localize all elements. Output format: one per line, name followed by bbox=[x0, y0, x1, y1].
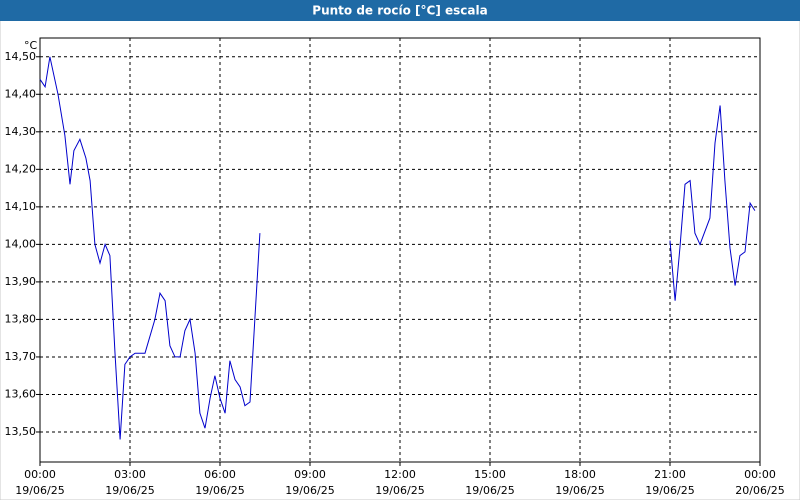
y-tick-label: 14,10 bbox=[5, 200, 37, 213]
y-tick-label: 13,70 bbox=[5, 350, 37, 363]
x-tick-date: 19/06/25 bbox=[645, 484, 694, 497]
y-tick-label: 13,60 bbox=[5, 387, 37, 400]
y-tick-label: 13,80 bbox=[5, 312, 37, 325]
y-tick-label: 14,30 bbox=[5, 125, 37, 138]
x-tick-label: 09:00 bbox=[294, 468, 326, 481]
x-tick-label: 03:00 bbox=[114, 468, 146, 481]
x-tick-date: 19/06/25 bbox=[15, 484, 64, 497]
title-bar bbox=[0, 0, 800, 21]
x-tick-date: 19/06/25 bbox=[555, 484, 604, 497]
x-tick-label: 21:00 bbox=[654, 468, 686, 481]
chart-title: Punto de rocío [°C] escala bbox=[312, 4, 487, 18]
x-tick-label: 00:00 bbox=[24, 468, 56, 481]
y-tick-label: 13,90 bbox=[5, 275, 37, 288]
y-tick-label: 14,20 bbox=[5, 162, 37, 175]
x-tick-label: 06:00 bbox=[204, 468, 236, 481]
x-tick-label: 18:00 bbox=[564, 468, 596, 481]
y-tick-label: 14,40 bbox=[5, 87, 37, 100]
x-tick-date: 19/06/25 bbox=[195, 484, 244, 497]
x-tick-label: 15:00 bbox=[474, 468, 506, 481]
x-tick-date: 19/06/25 bbox=[465, 484, 514, 497]
y-tick-label: 14,50 bbox=[5, 50, 37, 63]
x-tick-label: 12:00 bbox=[384, 468, 416, 481]
line-series bbox=[39, 56, 756, 440]
x-tick-date: 19/06/25 bbox=[105, 484, 154, 497]
y-unit: °C bbox=[24, 39, 38, 52]
x-tick-date: 19/06/25 bbox=[375, 484, 424, 497]
y-tick-label: 14,00 bbox=[5, 237, 37, 250]
y-tick-label: 13,50 bbox=[5, 425, 37, 438]
x-tick-date: 20/06/25 bbox=[735, 484, 784, 497]
x-tick-label: 00:00 bbox=[744, 468, 776, 481]
x-tick-date: 19/06/25 bbox=[285, 484, 334, 497]
